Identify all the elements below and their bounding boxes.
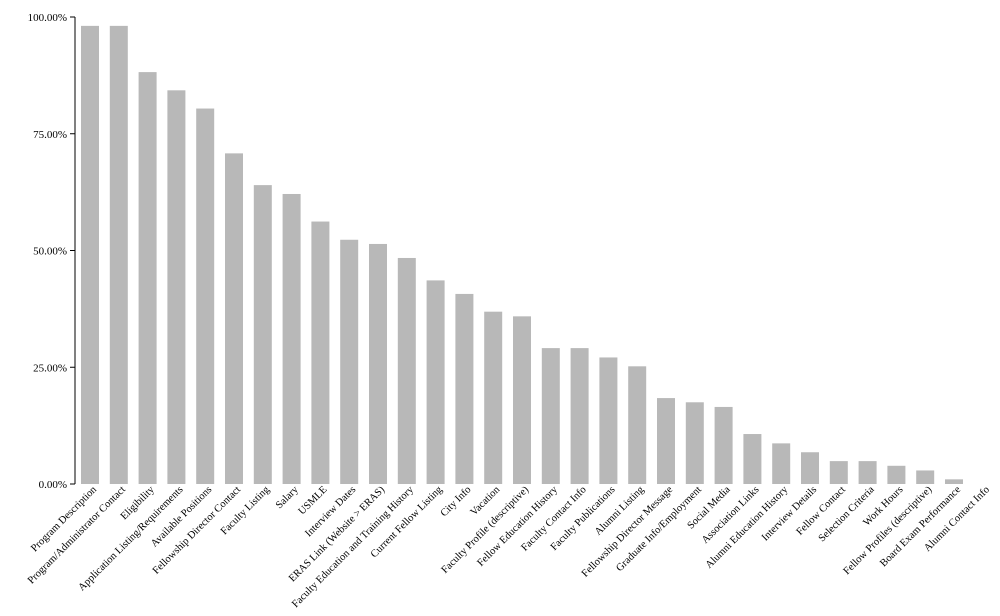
bar — [829, 461, 848, 484]
x-category-label: Salary — [274, 484, 301, 511]
bar — [340, 239, 359, 484]
y-tick-label: 100.00% — [28, 12, 67, 24]
x-axis-labels: Program DescriptionProgram/Administrator… — [26, 484, 992, 610]
bar — [599, 357, 618, 484]
bar — [455, 293, 474, 484]
bar — [225, 153, 243, 484]
y-tick-label: 75.00% — [33, 129, 67, 141]
bar — [513, 316, 531, 484]
bar — [426, 280, 445, 484]
bar — [167, 90, 186, 484]
bar — [484, 311, 503, 484]
x-category-label: Application Listing/Requirements — [76, 484, 185, 593]
bar — [801, 452, 819, 484]
x-category-label: Interview Dates — [303, 484, 358, 539]
y-tick-label: 50.00% — [33, 246, 67, 258]
bar — [369, 243, 387, 484]
bar — [570, 348, 589, 484]
bar — [253, 185, 272, 484]
y-tick-label: 25.00% — [33, 362, 67, 374]
bar — [397, 257, 416, 484]
bar — [657, 398, 675, 484]
bar — [858, 461, 877, 484]
x-category-label: City Info — [439, 484, 474, 519]
bar — [311, 221, 330, 484]
bar — [743, 434, 762, 484]
bar — [916, 470, 935, 484]
bar — [196, 108, 215, 485]
bar — [887, 465, 906, 484]
bar — [772, 443, 791, 484]
bar — [714, 406, 733, 484]
bars — [81, 25, 963, 485]
bar — [138, 72, 157, 484]
y-tick-label: 0.00% — [39, 479, 67, 491]
y-axis: 0.00% 25.00% 50.00% 75.00% 100.00% — [28, 12, 76, 491]
bar — [628, 366, 647, 484]
bar — [685, 402, 704, 484]
bar — [541, 348, 560, 484]
bar — [109, 25, 128, 485]
bar — [282, 193, 301, 485]
bar — [81, 25, 99, 485]
bar — [945, 479, 963, 484]
